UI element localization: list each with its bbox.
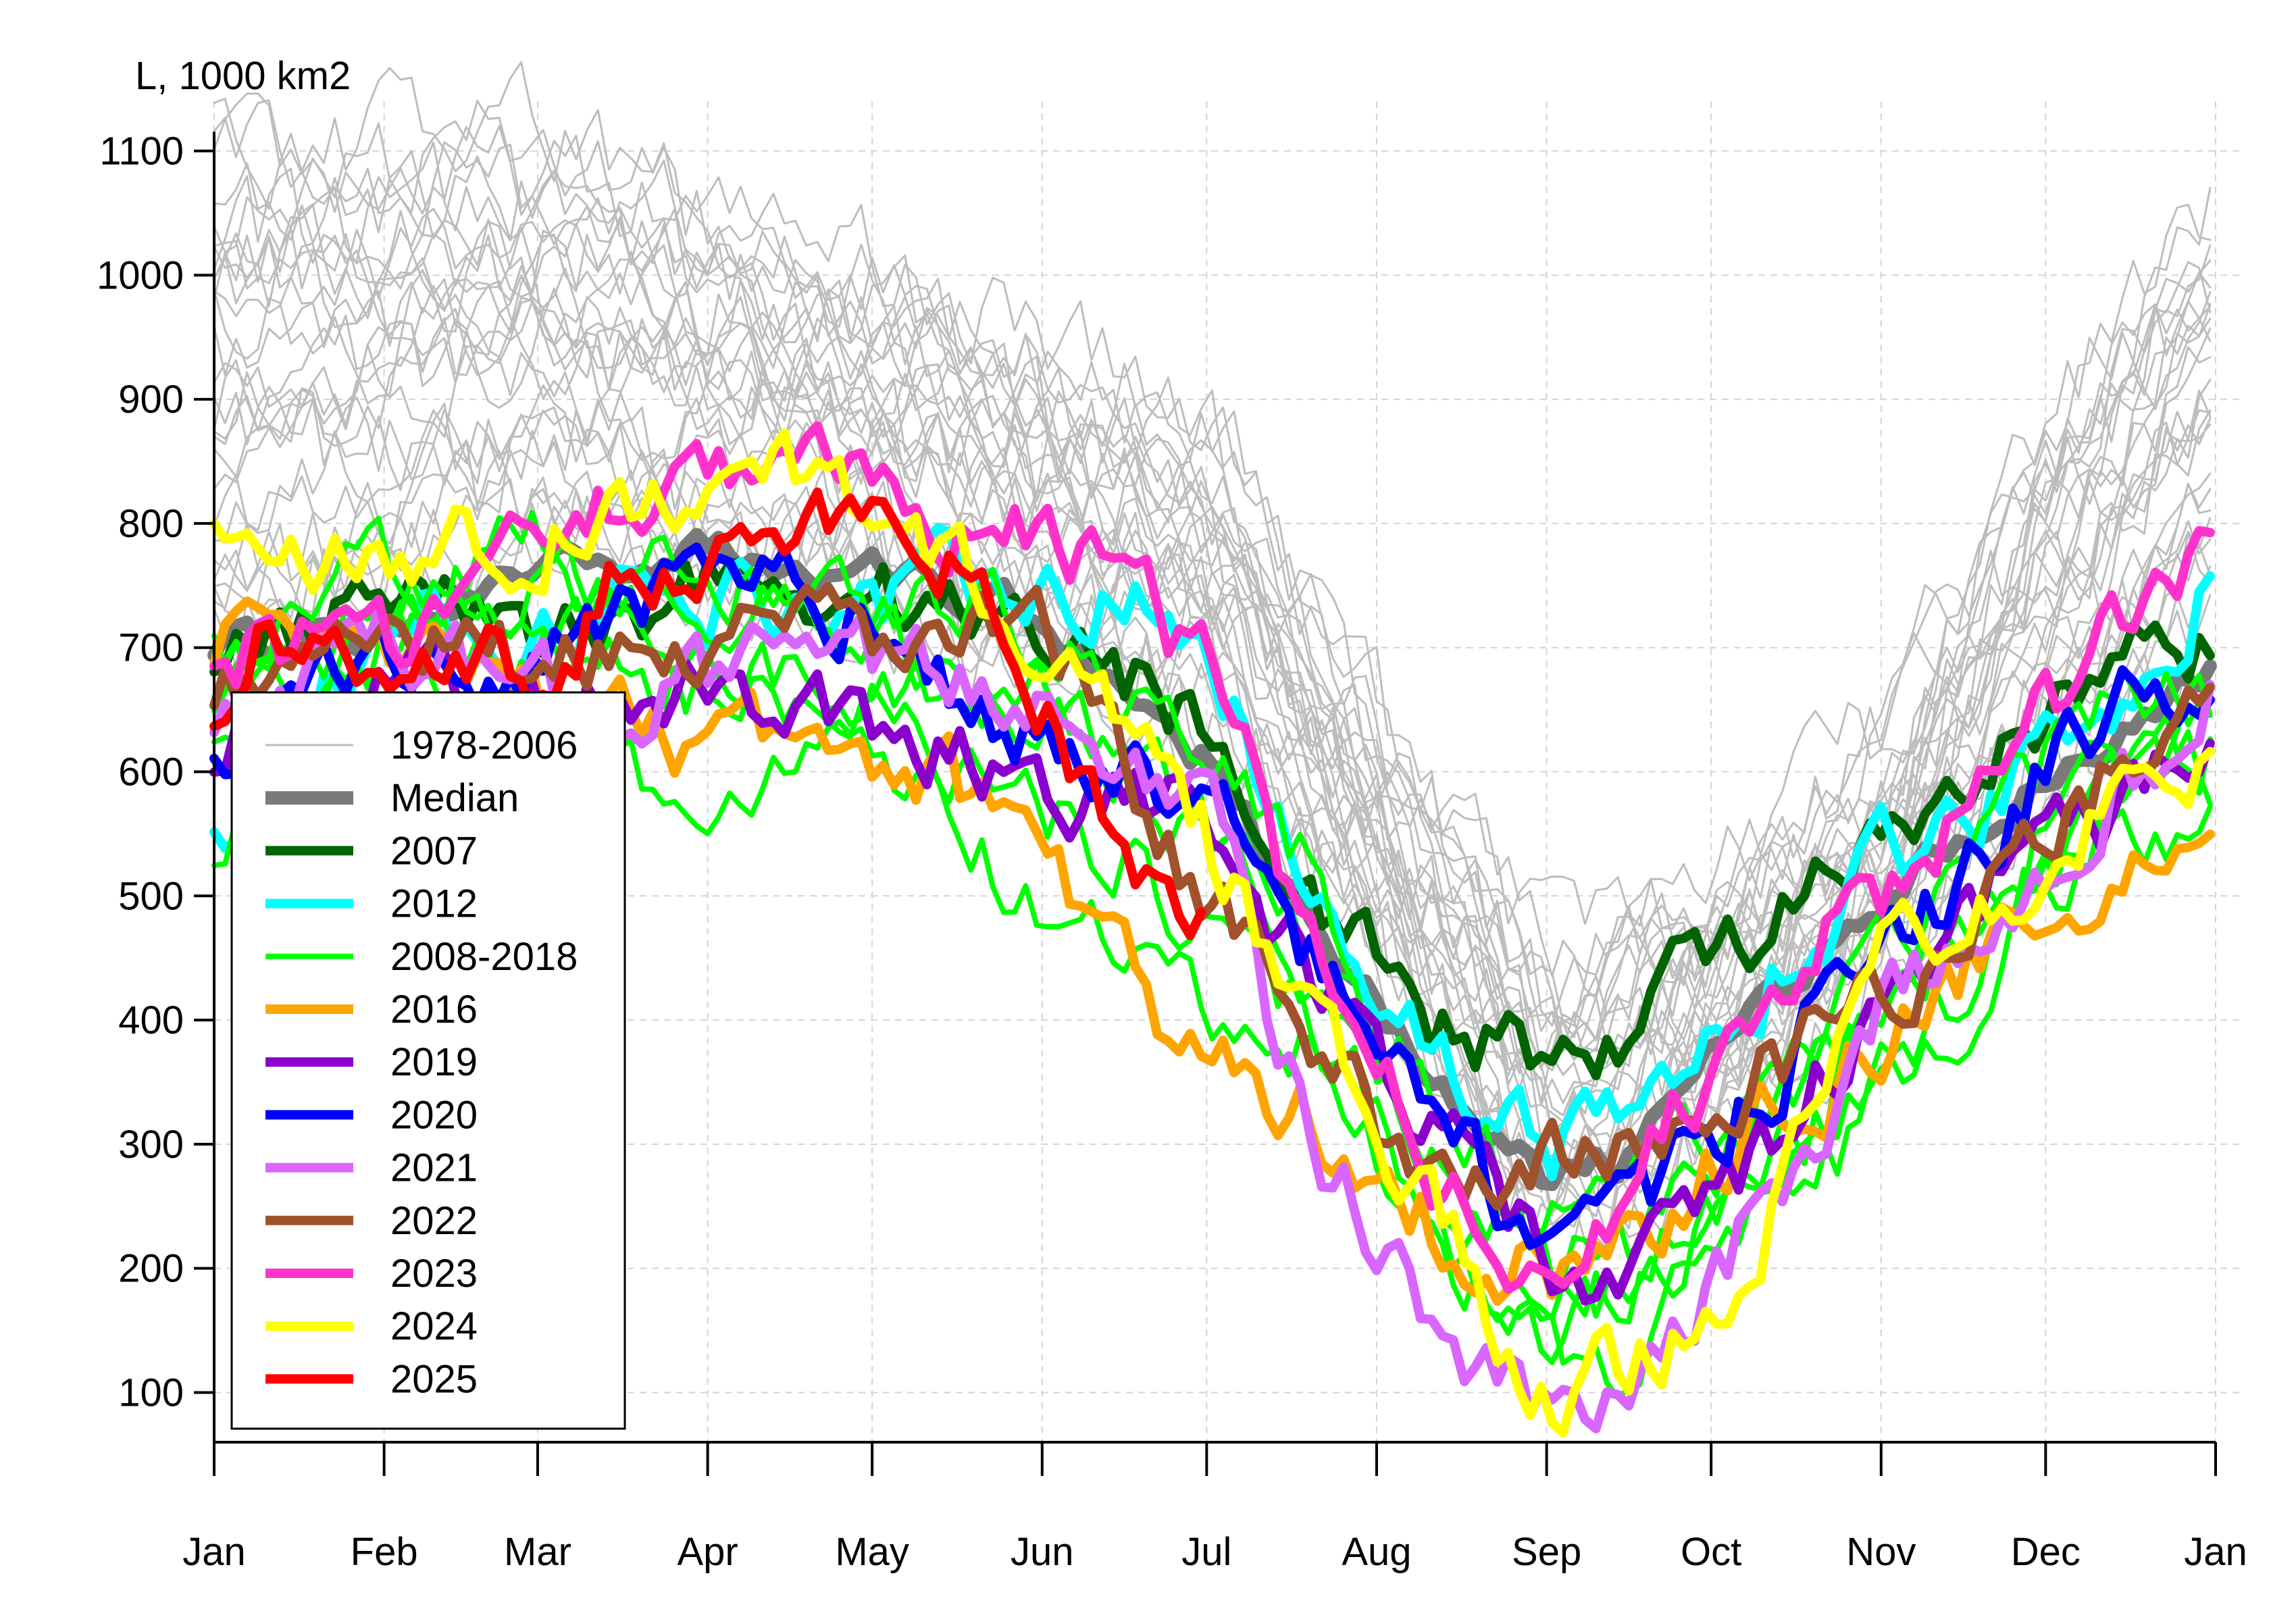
legend-label-median: Median bbox=[390, 776, 519, 820]
background-year-line-27 bbox=[213, 223, 2212, 1104]
series-line-2008-2018-4 bbox=[211, 576, 2213, 1400]
series-line-2022 bbox=[209, 582, 2215, 1211]
axes: 100 200 300 400 500 600 700 800 900 1000 1100 Jan Fe… bbox=[97, 130, 2247, 1574]
legend-label-2016: 2016 bbox=[390, 988, 478, 1031]
x-tick-label-jan-12: Jan bbox=[2184, 1530, 2247, 1574]
legend-label-2007: 2007 bbox=[390, 829, 478, 873]
x-tick-label-nov-10: Nov bbox=[1846, 1530, 1916, 1574]
series-line-2025 bbox=[209, 487, 1206, 940]
y-tick-label-200: 200 bbox=[118, 1247, 184, 1291]
legend: 1978-2006 Median 2007 2012 2008-2018 2016 2019… bbox=[230, 691, 626, 1430]
y-tick-label-800: 800 bbox=[118, 502, 184, 546]
y-tick-label-500: 500 bbox=[118, 874, 184, 918]
y-tick-label-400: 400 bbox=[118, 998, 184, 1042]
x-tick-label-may-4: May bbox=[835, 1530, 909, 1574]
background-year-line-15 bbox=[213, 141, 2212, 1038]
legend-label-2020: 2020 bbox=[390, 1093, 478, 1137]
background-year-line-10 bbox=[213, 308, 2212, 1108]
x-tick-label-jan-0: Jan bbox=[182, 1530, 246, 1574]
y-tick-label-700: 700 bbox=[118, 626, 184, 670]
series-lines bbox=[207, 421, 2217, 1438]
series-line-2024 bbox=[209, 428, 2215, 1438]
background-year-line-14 bbox=[213, 205, 2212, 1072]
y-tick-label-100: 100 bbox=[118, 1371, 184, 1414]
x-tick-label-jun-5: Jun bbox=[1011, 1530, 1074, 1574]
background-year-line-22 bbox=[213, 203, 2212, 1053]
y-tick-label-600: 600 bbox=[118, 750, 184, 794]
x-tick-label-feb-1: Feb bbox=[351, 1530, 418, 1574]
legend-label-2023: 2023 bbox=[390, 1252, 478, 1296]
x-tick-label-aug-7: Aug bbox=[1342, 1530, 1411, 1574]
background-year-line-29 bbox=[213, 99, 2212, 927]
x-tick-label-dec-11: Dec bbox=[2011, 1530, 2081, 1574]
legend-label-2024: 2024 bbox=[390, 1304, 478, 1348]
series-line-2021 bbox=[209, 605, 2215, 1433]
x-tick-label-jul-6: Jul bbox=[1181, 1530, 1231, 1574]
legend-label-2021: 2021 bbox=[390, 1146, 478, 1190]
y-tick-label-1000: 1000 bbox=[97, 253, 184, 297]
legend-label-2025: 2025 bbox=[390, 1357, 478, 1401]
background-year-line-28 bbox=[213, 220, 2212, 1071]
background-year-line-23 bbox=[213, 97, 2212, 1032]
background-year-line-25 bbox=[213, 61, 2212, 1052]
legend-label-1978-2006: 1978-2006 bbox=[390, 723, 578, 767]
y-axis-label: L, 1000 km2 bbox=[135, 54, 351, 98]
legend-label-2019: 2019 bbox=[390, 1040, 478, 1084]
legend-label-2012: 2012 bbox=[390, 882, 478, 926]
y-tick-label-1100: 1100 bbox=[99, 130, 184, 174]
y-tick-label-300: 300 bbox=[118, 1123, 184, 1167]
legend-label-2022: 2022 bbox=[390, 1199, 478, 1243]
x-tick-label-oct-9: Oct bbox=[1681, 1530, 1741, 1574]
legend-label-2008-2018: 2008-2018 bbox=[390, 935, 578, 979]
y-tick-label-900: 900 bbox=[118, 378, 184, 422]
x-tick-label-sep-8: Sep bbox=[1512, 1530, 1581, 1574]
x-tick-label-apr-3: Apr bbox=[677, 1530, 738, 1574]
x-tick-label-mar-2: Mar bbox=[504, 1530, 571, 1574]
